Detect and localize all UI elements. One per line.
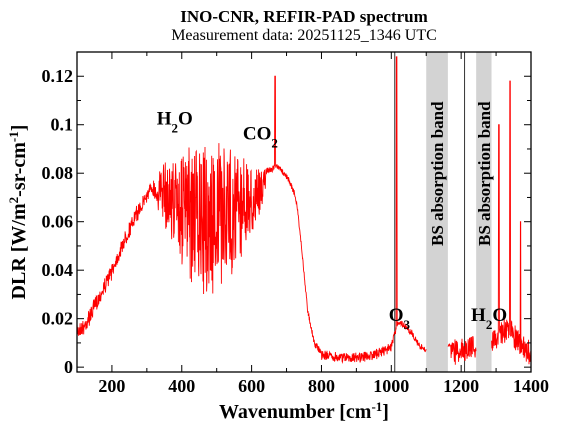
x-axis-label-main: Wavenumber [cm: [219, 401, 372, 423]
y-tick-label-0: 0: [64, 357, 73, 377]
y-tick-label-6: 0.12: [42, 66, 74, 86]
y-axis-label-a: DLR [W/m: [8, 203, 30, 299]
annotation-3: H2O: [471, 305, 507, 332]
y-axis-label-b: -sr-cm: [8, 142, 30, 197]
annotation-main: O: [389, 305, 404, 326]
y-axis-label-c: ]: [8, 125, 30, 132]
y-tick-label-4: 0.08: [42, 163, 74, 183]
y-tick-label-3: 0.06: [42, 212, 74, 232]
axes: [76, 51, 532, 373]
annotation-main: H: [471, 305, 486, 326]
y-tick-label-1: 0.02: [42, 309, 74, 329]
spectrum-series: [76, 56, 532, 365]
x-tick-label-5: 1200: [443, 376, 479, 396]
x-tick-label-0: 200: [98, 376, 125, 396]
x-tick-label-6: 1400: [513, 376, 549, 396]
tick-labels: 200 400 600 800 1000 1200 1400 0 0.02 0.04 0.06 0.0…: [42, 66, 550, 396]
spectrum-line: [76, 56, 532, 365]
annotation-subscript: 3: [403, 317, 410, 332]
chart-subtitle: Measurement data: 20251125_1346 UTC: [171, 27, 437, 44]
annotation-main: CO: [243, 123, 272, 144]
band-label-0: BS absorption band: [428, 101, 447, 246]
x-axis-label: Wavenumber [cm-1]: [219, 399, 389, 424]
annotation-subscript: 2: [172, 120, 179, 135]
annotation-tail: O: [178, 109, 193, 130]
annotation-main: H: [157, 109, 172, 130]
x-axis-label-end: ]: [382, 401, 389, 423]
y-axis-label: DLR [W/m2-sr-cm-1]: [6, 125, 31, 300]
shaded-bands: BS absorption band BS absorption band: [426, 52, 494, 372]
annotation-tail: O: [492, 305, 507, 326]
band-label-1: BS absorption band: [475, 101, 494, 246]
annotation-subscript: 2: [486, 317, 493, 332]
x-tick-label-2: 600: [238, 376, 265, 396]
y-tick-label-5: 0.1: [51, 115, 74, 135]
y-axis-label-sup2: -1: [6, 131, 21, 142]
x-tick-label-4: 1000: [373, 376, 409, 396]
reference-lines: [394, 52, 466, 372]
plot-frame: [76, 51, 532, 373]
y-axis-label-sup1: 2: [6, 197, 21, 204]
annotation-1: CO2: [243, 123, 278, 150]
x-tick-label-3: 800: [308, 376, 335, 396]
shaded-band-1: [476, 52, 492, 372]
annotation-0: H2O: [157, 109, 193, 135]
annotation-2: O3: [389, 305, 411, 332]
x-tick-label-1: 400: [168, 376, 195, 396]
shaded-band-0: [426, 52, 448, 372]
chart-title: INO-CNR, REFIR-PAD spectrum: [180, 7, 428, 26]
x-axis-label-sup: -1: [371, 399, 382, 414]
annotation-subscript: 2: [271, 135, 278, 150]
y-tick-label-2: 0.04: [42, 260, 74, 280]
